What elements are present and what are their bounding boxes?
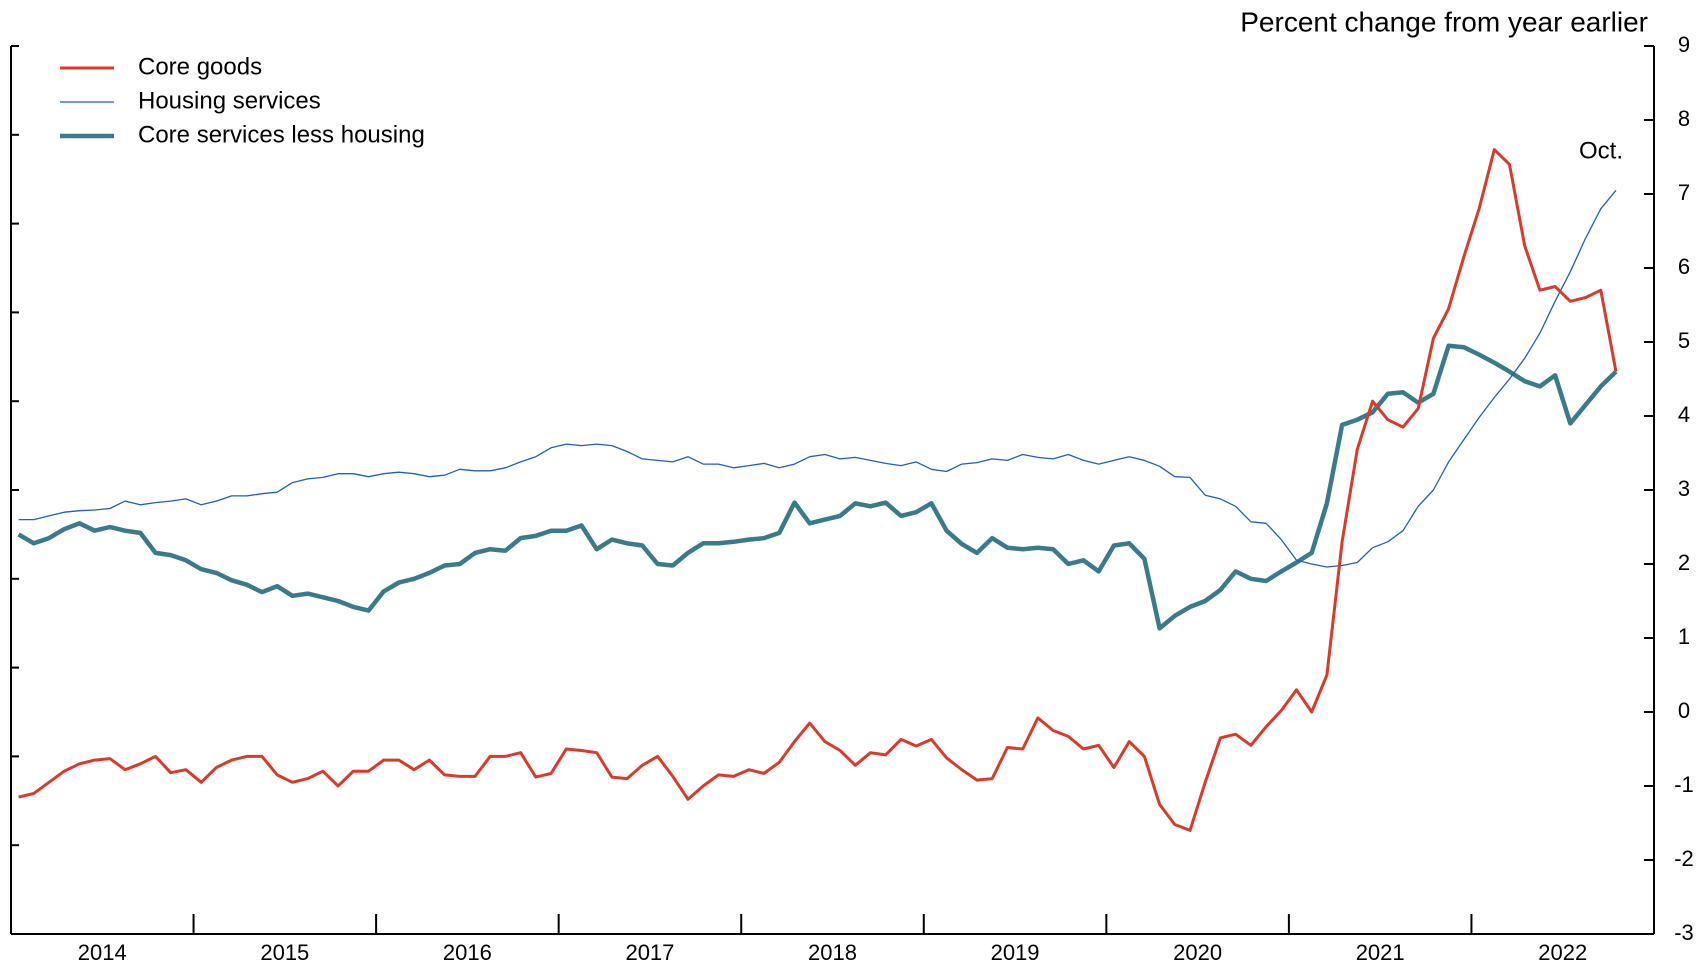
y-tick-label: 8 bbox=[1678, 106, 1690, 131]
x-tick-label: 2018 bbox=[808, 940, 857, 965]
series-line bbox=[18, 189, 1617, 568]
y-tick-label: 5 bbox=[1678, 328, 1690, 353]
x-tick-label: 2021 bbox=[1356, 940, 1405, 965]
x-tick-label: 2014 bbox=[78, 940, 127, 965]
x-tick-label: 2016 bbox=[443, 940, 492, 965]
y-tick-label: 1 bbox=[1678, 624, 1690, 649]
y-tick-label: 0 bbox=[1678, 698, 1690, 723]
y-tick-label: 4 bbox=[1678, 402, 1690, 427]
x-tick-label: 2020 bbox=[1173, 940, 1222, 965]
legend-label: Core services less housing bbox=[138, 121, 425, 148]
x-tick-label: 2015 bbox=[260, 940, 309, 965]
series-line bbox=[18, 148, 1618, 832]
legend-label: Housing services bbox=[138, 87, 321, 114]
y-tick-label: 9 bbox=[1678, 32, 1690, 57]
y-tick-label: -1 bbox=[1674, 772, 1694, 797]
y-tick-label: 7 bbox=[1678, 180, 1690, 205]
series-line bbox=[17, 343, 1618, 631]
x-tick-label: 2022 bbox=[1538, 940, 1587, 965]
y-tick-label: -3 bbox=[1674, 920, 1694, 945]
y-tick-label: -2 bbox=[1674, 846, 1694, 871]
legend-label: Core goods bbox=[138, 53, 262, 80]
annotation: Oct. bbox=[1579, 137, 1623, 164]
y-tick-label: 2 bbox=[1678, 550, 1690, 575]
x-tick-label: 2017 bbox=[625, 940, 674, 965]
y-tick-label: 3 bbox=[1678, 476, 1690, 501]
axis-label: Percent change from year earlier bbox=[1240, 6, 1648, 37]
x-tick-label: 2019 bbox=[991, 940, 1040, 965]
y-tick-label: 6 bbox=[1678, 254, 1690, 279]
